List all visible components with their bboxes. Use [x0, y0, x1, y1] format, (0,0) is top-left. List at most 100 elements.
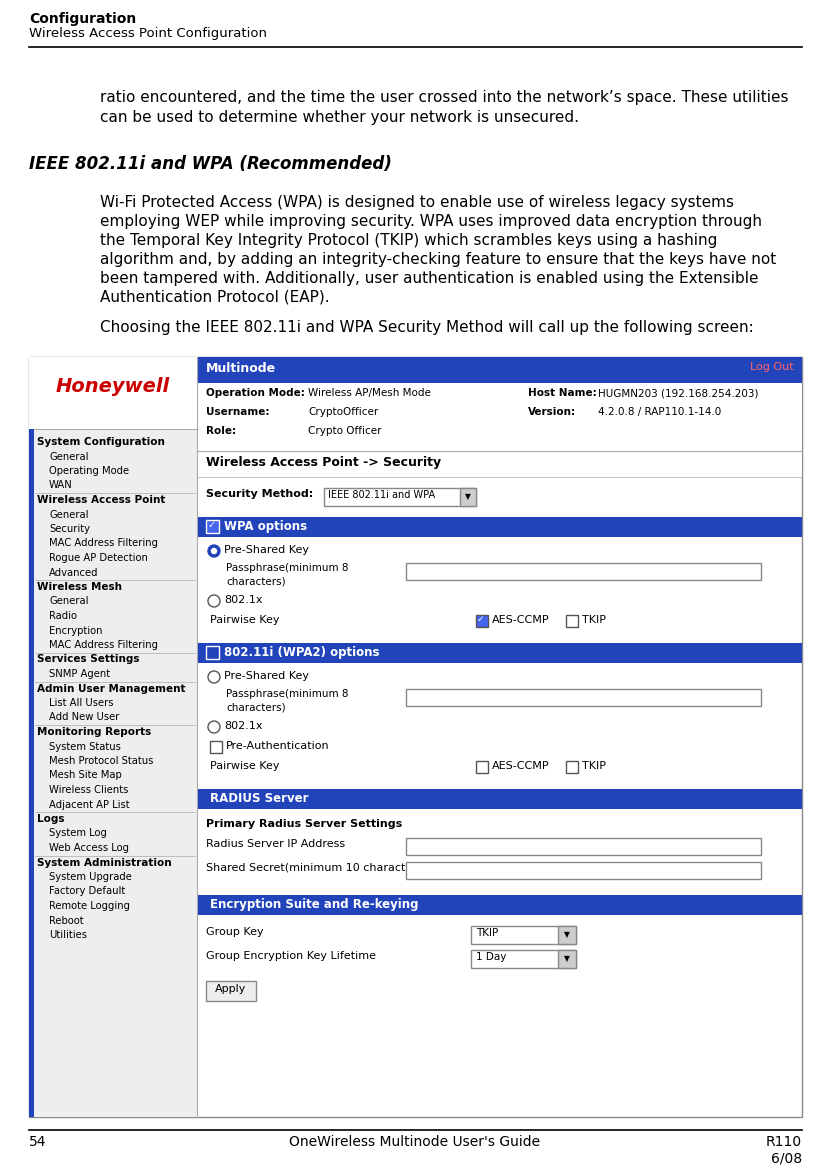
Text: 802.1x: 802.1x	[224, 721, 263, 731]
Bar	[558, 950, 576, 969]
Text: Wireless Mesh: Wireless Mesh	[37, 582, 122, 592]
Text: TKIP: TKIP	[476, 927, 499, 938]
Text: MAC Address Filtering: MAC Address Filtering	[49, 640, 158, 650]
Bar	[198, 383, 802, 451]
Bar	[198, 451, 802, 477]
Text: Encryption: Encryption	[49, 626, 102, 635]
Text: General: General	[49, 596, 88, 607]
Text: characters): characters)	[226, 703, 286, 713]
Bar	[406, 689, 761, 706]
Bar	[460, 488, 476, 506]
Text: R110: R110	[766, 1135, 802, 1149]
Text: IEEE 802.11i and WPA (Recommended): IEEE 802.11i and WPA (Recommended)	[29, 155, 392, 173]
Bar	[198, 517, 802, 537]
Text: Reboot: Reboot	[49, 916, 84, 925]
Text: 1 Day: 1 Day	[476, 952, 506, 962]
Text: Wireless Clients: Wireless Clients	[49, 785, 128, 795]
Bar	[198, 357, 802, 383]
Bar	[29, 357, 197, 1116]
Bar	[471, 950, 576, 969]
Bar	[566, 615, 578, 627]
Text: Choosing the IEEE 802.11i and WPA Security Method will call up the following scr: Choosing the IEEE 802.11i and WPA Securi…	[100, 321, 754, 335]
Bar	[406, 862, 761, 879]
Circle shape	[208, 721, 220, 733]
Text: TKIP: TKIP	[582, 615, 606, 625]
Text: HUGMN203 (192.168.254.203): HUGMN203 (192.168.254.203)	[598, 387, 759, 398]
Text: algorithm and, by adding an integrity-checking feature to ensure that the keys h: algorithm and, by adding an integrity-ch…	[100, 252, 776, 266]
Text: System Status: System Status	[49, 742, 120, 751]
Text: can be used to determine whether your network is unsecured.: can be used to determine whether your ne…	[100, 110, 579, 124]
Text: Pre-Shared Key: Pre-Shared Key	[224, 672, 309, 681]
Text: WAN: WAN	[49, 480, 73, 491]
Circle shape	[208, 545, 220, 556]
Text: Wireless Access Point -> Security: Wireless Access Point -> Security	[206, 456, 441, 468]
Text: Multinode: Multinode	[206, 362, 276, 375]
Text: Encryption Suite and Re-keying: Encryption Suite and Re-keying	[210, 898, 419, 911]
Text: Pairwise Key: Pairwise Key	[210, 615, 279, 625]
Text: Group Encryption Key Lifetime: Group Encryption Key Lifetime	[206, 951, 376, 962]
Text: CryptoOfficer: CryptoOfficer	[308, 407, 378, 417]
Text: Security Method:: Security Method:	[206, 490, 313, 499]
Text: Pre-Shared Key: Pre-Shared Key	[224, 545, 309, 555]
Text: Utilities: Utilities	[49, 930, 87, 940]
Text: Version:: Version:	[528, 407, 576, 417]
Text: SNMP Agent: SNMP Agent	[49, 669, 111, 679]
Text: Operation Mode:: Operation Mode:	[206, 387, 305, 398]
Bar	[476, 615, 488, 627]
Bar	[29, 357, 34, 1116]
Text: Radio: Radio	[49, 610, 77, 621]
Bar	[29, 357, 197, 429]
Text: List All Users: List All Users	[49, 699, 114, 708]
Text: AES-CCMP: AES-CCMP	[492, 761, 549, 771]
Text: Authentication Protocol (EAP).: Authentication Protocol (EAP).	[100, 290, 330, 305]
Bar	[566, 761, 578, 772]
Text: 802.11i (WPA2) options: 802.11i (WPA2) options	[224, 646, 380, 659]
Text: Mesh Site Map: Mesh Site Map	[49, 770, 122, 781]
Text: Wireless AP/Mesh Mode: Wireless AP/Mesh Mode	[308, 387, 431, 398]
Text: Passphrase(minimum 8: Passphrase(minimum 8	[226, 689, 348, 699]
Text: Monitoring Reports: Monitoring Reports	[37, 727, 151, 737]
Bar	[406, 838, 761, 855]
Text: Advanced: Advanced	[49, 567, 99, 578]
Text: Log Out: Log Out	[750, 362, 794, 372]
Text: MAC Address Filtering: MAC Address Filtering	[49, 539, 158, 548]
Text: Group Key: Group Key	[206, 927, 263, 937]
Text: Primary Radius Server Settings: Primary Radius Server Settings	[206, 819, 402, 829]
Text: System Configuration: System Configuration	[37, 437, 165, 447]
Text: Host Name:: Host Name:	[528, 387, 597, 398]
Text: the Temporal Key Integrity Protocol (TKIP) which scrambles keys using a hashing: the Temporal Key Integrity Protocol (TKI…	[100, 232, 717, 248]
Bar	[206, 520, 219, 533]
Text: Pre-Authentication: Pre-Authentication	[226, 741, 330, 751]
Bar	[198, 643, 802, 663]
Text: Security: Security	[49, 524, 90, 534]
Circle shape	[208, 672, 220, 683]
Text: ✓: ✓	[477, 615, 484, 625]
Text: Configuration: Configuration	[29, 12, 136, 26]
Text: Rogue AP Detection: Rogue AP Detection	[49, 553, 148, 564]
Text: Remote Logging: Remote Logging	[49, 900, 130, 911]
Text: Shared Secret(minimum 10 characters): Shared Secret(minimum 10 characters)	[206, 863, 427, 873]
Bar	[210, 741, 222, 753]
Text: ▼: ▼	[564, 954, 570, 963]
Text: Services Settings: Services Settings	[37, 654, 140, 664]
Text: Adjacent AP List: Adjacent AP List	[49, 799, 130, 810]
Text: 6/08: 6/08	[771, 1152, 802, 1166]
Text: Pairwise Key: Pairwise Key	[210, 761, 279, 771]
Bar	[198, 789, 802, 809]
Bar	[471, 926, 576, 944]
Bar	[29, 357, 802, 1116]
Bar	[206, 981, 256, 1001]
Text: Username:: Username:	[206, 407, 269, 417]
Text: characters): characters)	[226, 576, 286, 587]
Text: Mesh Protocol Status: Mesh Protocol Status	[49, 756, 154, 765]
Text: 54: 54	[29, 1135, 47, 1149]
Text: Add New User: Add New User	[49, 713, 120, 722]
Bar	[206, 646, 219, 659]
Text: employing WEP while improving security. WPA uses improved data encryption throug: employing WEP while improving security. …	[100, 214, 762, 229]
Text: Factory Default: Factory Default	[49, 886, 125, 897]
Text: Wireless Access Point Configuration: Wireless Access Point Configuration	[29, 27, 267, 40]
Text: Wi-Fi Protected Access (WPA) is designed to enable use of wireless legacy system: Wi-Fi Protected Access (WPA) is designed…	[100, 195, 734, 210]
Text: 4.2.0.8 / RAP110.1-14.0: 4.2.0.8 / RAP110.1-14.0	[598, 407, 721, 417]
Text: Wireless Access Point: Wireless Access Point	[37, 495, 165, 505]
Text: Crypto Officer: Crypto Officer	[308, 426, 381, 436]
